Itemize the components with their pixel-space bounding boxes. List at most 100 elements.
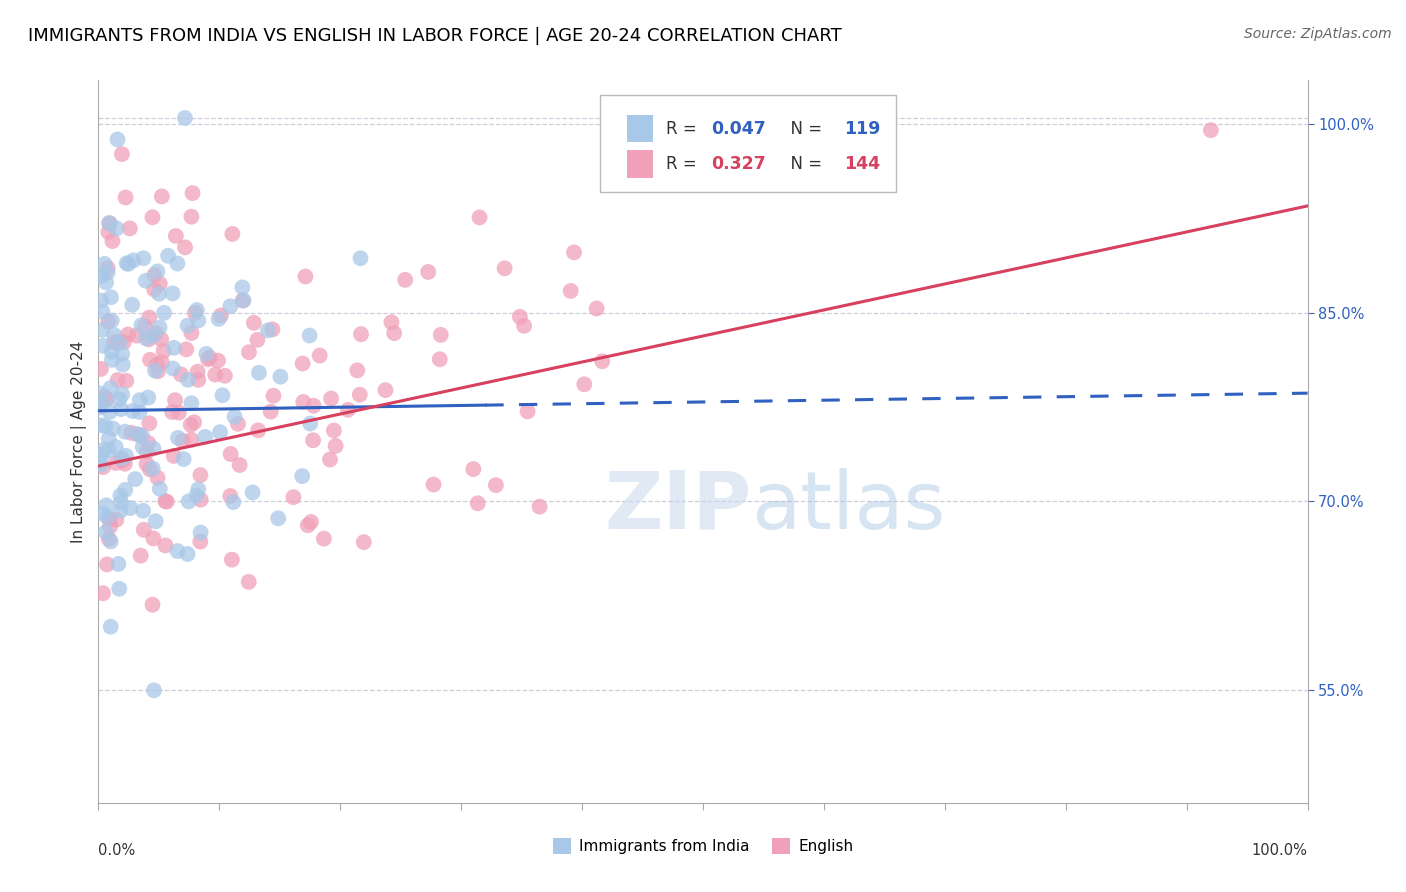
- Point: [100, 534, 122, 549]
- Point: [117, 257, 139, 271]
- Point: [97, 432, 120, 446]
- Text: 119: 119: [845, 120, 880, 137]
- Point: [101, 421, 124, 435]
- Point: [183, 415, 205, 429]
- FancyBboxPatch shape: [600, 95, 897, 193]
- Text: 0.047: 0.047: [711, 120, 766, 137]
- Point: [110, 495, 132, 509]
- Point: [93, 390, 115, 404]
- Point: [165, 229, 187, 244]
- Point: [97, 532, 120, 546]
- Point: [129, 549, 152, 563]
- Point: [260, 404, 283, 418]
- Point: [219, 489, 242, 503]
- Point: [190, 525, 212, 540]
- Point: [187, 483, 209, 497]
- Point: [209, 309, 232, 323]
- Point: [231, 293, 253, 308]
- Point: [93, 442, 115, 457]
- Point: [105, 221, 128, 235]
- FancyBboxPatch shape: [627, 115, 654, 143]
- Point: [463, 462, 485, 476]
- Point: [94, 419, 117, 434]
- Point: [429, 352, 451, 367]
- Point: [150, 355, 173, 369]
- Point: [188, 534, 211, 549]
- Text: 144: 144: [845, 155, 880, 173]
- Point: [107, 334, 129, 349]
- Point: [120, 501, 142, 516]
- Point: [107, 373, 129, 387]
- Point: [350, 327, 373, 342]
- Point: [174, 111, 197, 125]
- Point: [138, 332, 160, 346]
- Point: [194, 430, 217, 444]
- Point: [418, 265, 440, 279]
- Point: [135, 274, 157, 288]
- Point: [166, 544, 188, 558]
- Point: [374, 383, 396, 397]
- Point: [101, 353, 124, 368]
- Point: [221, 227, 243, 241]
- Point: [91, 323, 114, 337]
- Point: [100, 290, 122, 304]
- Point: [247, 366, 270, 380]
- Point: [160, 405, 183, 419]
- Point: [135, 331, 157, 345]
- Point: [226, 417, 249, 431]
- Point: [269, 369, 291, 384]
- Point: [509, 310, 531, 324]
- Legend: Immigrants from India, English: Immigrants from India, English: [547, 832, 859, 860]
- Point: [166, 256, 188, 270]
- Point: [97, 225, 120, 239]
- Point: [173, 452, 195, 467]
- Point: [97, 443, 120, 458]
- Point: [131, 429, 153, 443]
- Point: [297, 518, 319, 533]
- Point: [135, 457, 157, 471]
- Point: [91, 507, 114, 521]
- Point: [139, 462, 162, 476]
- Point: [228, 458, 250, 472]
- Point: [108, 392, 131, 407]
- Point: [162, 286, 184, 301]
- Point: [155, 494, 177, 508]
- Point: [219, 299, 242, 313]
- Point: [157, 249, 180, 263]
- Point: [180, 433, 202, 447]
- Point: [325, 439, 347, 453]
- Point: [177, 373, 200, 387]
- Point: [485, 478, 508, 492]
- Point: [114, 425, 136, 439]
- Point: [322, 424, 344, 438]
- Point: [319, 392, 342, 406]
- Point: [198, 351, 221, 365]
- Point: [128, 405, 150, 419]
- Point: [214, 368, 236, 383]
- Point: [105, 456, 128, 470]
- Point: [267, 511, 290, 525]
- Point: [174, 343, 197, 357]
- Point: [108, 582, 131, 596]
- Point: [529, 500, 551, 514]
- Point: [145, 326, 167, 340]
- Point: [89, 401, 111, 415]
- Text: Source: ZipAtlas.com: Source: ZipAtlas.com: [1244, 27, 1392, 41]
- Point: [110, 489, 132, 503]
- Point: [135, 444, 157, 458]
- Point: [145, 514, 167, 528]
- Point: [132, 251, 155, 265]
- Point: [91, 304, 114, 318]
- Point: [190, 468, 212, 483]
- Point: [110, 451, 132, 466]
- Point: [299, 417, 322, 431]
- Point: [294, 269, 316, 284]
- Point: [110, 504, 132, 518]
- Point: [120, 425, 142, 440]
- Point: [180, 396, 202, 410]
- Point: [221, 552, 243, 566]
- Point: [163, 449, 186, 463]
- Point: [176, 547, 198, 561]
- Point: [141, 211, 163, 225]
- Point: [125, 427, 148, 442]
